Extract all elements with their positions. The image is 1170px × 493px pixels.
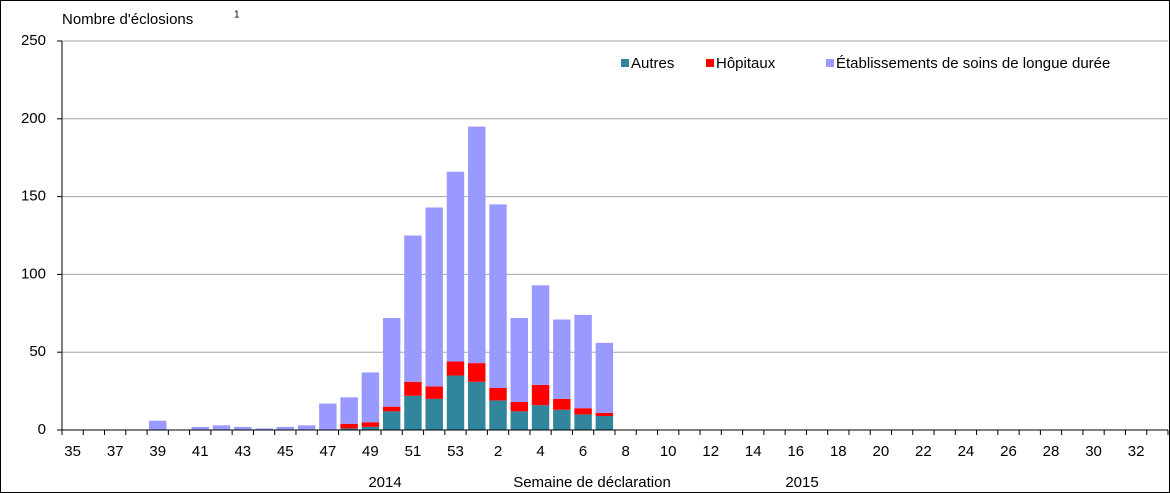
legend-swatch — [621, 59, 629, 67]
year-label: 2015 — [785, 474, 818, 491]
x-tick-label: 20 — [873, 443, 890, 460]
bar-segment — [531, 405, 550, 430]
legend-swatch — [826, 59, 834, 67]
y-tick-label: 100 — [21, 265, 46, 282]
x-tick-label: 26 — [1000, 443, 1017, 460]
legend-label: Hôpitaux — [716, 55, 776, 72]
x-tick-label: 53 — [447, 443, 464, 460]
bar-segment — [489, 204, 507, 388]
footnote-marker: 1 — [234, 10, 240, 21]
bar-segment — [489, 387, 507, 401]
bar-segment — [510, 317, 529, 402]
bar-segment — [382, 317, 401, 407]
bar-segment — [595, 342, 614, 413]
y-tick-label: 0 — [38, 421, 46, 438]
x-tick-label: 47 — [320, 443, 337, 460]
x-tick-label: 43 — [234, 443, 251, 460]
bar-segment — [446, 375, 465, 430]
x-tick-label: 39 — [149, 443, 166, 460]
x-tick-label: 51 — [405, 443, 422, 460]
bar-segment — [425, 398, 443, 430]
bar-segment — [276, 426, 295, 430]
x-tick-label: 10 — [660, 443, 677, 460]
bar-segment — [425, 386, 443, 399]
y-tick-label: 150 — [21, 188, 46, 205]
x-tick-label: 41 — [192, 443, 209, 460]
bar-segment — [340, 423, 358, 429]
bar-segment — [553, 398, 571, 410]
bar-segment — [148, 420, 167, 430]
bar-segment — [531, 384, 550, 406]
bar-segment — [404, 235, 422, 382]
bar-segment — [361, 426, 380, 430]
bar-segment — [510, 411, 529, 430]
bar-segment — [468, 363, 486, 382]
bar-segment — [574, 414, 592, 430]
x-tick-label: 4 — [536, 443, 544, 460]
y-axis-title: Nombre d'éclosions — [62, 11, 193, 28]
bar-segment — [553, 409, 571, 430]
x-tick-label: 2 — [494, 443, 502, 460]
x-tick-label: 8 — [621, 443, 629, 460]
bar-segment — [595, 415, 614, 430]
bar-segment — [574, 408, 592, 415]
bar-segment — [340, 428, 358, 430]
x-tick-label: 16 — [787, 443, 804, 460]
bar-segment — [234, 426, 252, 430]
bar-segment — [489, 400, 507, 430]
legend-label: Autres — [631, 55, 674, 72]
x-tick-label: 35 — [64, 443, 81, 460]
bar-segment — [404, 381, 422, 396]
bar-segment — [446, 171, 465, 362]
x-tick-label: 30 — [1085, 443, 1102, 460]
bar-segment — [212, 425, 231, 430]
legend-label: Établissements de soins de longue durée — [836, 55, 1110, 72]
y-tick-label: 250 — [21, 32, 46, 49]
x-tick-label: 22 — [915, 443, 932, 460]
x-tick-label: 6 — [579, 443, 587, 460]
x-tick-label: 28 — [1043, 443, 1060, 460]
bar-segment — [425, 207, 443, 387]
bar-segment — [361, 372, 380, 423]
bar-segment — [340, 397, 358, 424]
bar-segment — [595, 412, 614, 416]
bar-segment — [191, 426, 209, 430]
x-tick-label: 18 — [830, 443, 847, 460]
x-axis-title: Semaine de déclaration — [513, 474, 671, 491]
bar-segment — [574, 314, 592, 409]
legend-swatch — [706, 59, 714, 67]
x-tick-label: 12 — [702, 443, 719, 460]
x-tick-label: 32 — [1128, 443, 1145, 460]
bar-segment — [510, 401, 529, 412]
y-tick-label: 50 — [29, 343, 46, 360]
x-tick-label: 45 — [277, 443, 294, 460]
bar-segment — [361, 422, 380, 427]
bar-segment — [553, 319, 571, 399]
bar-segment — [319, 403, 337, 430]
bar-segment — [468, 381, 486, 430]
bar-segment — [297, 425, 316, 430]
x-tick-label: 14 — [745, 443, 762, 460]
bar-segment — [382, 411, 401, 430]
bar-segment — [531, 285, 550, 385]
bar-segment — [404, 395, 422, 430]
y-tick-label: 200 — [21, 110, 46, 127]
bar-segment — [446, 361, 465, 376]
bar-segment — [255, 428, 273, 430]
x-tick-label: 49 — [362, 443, 379, 460]
x-tick-label: 37 — [107, 443, 124, 460]
x-tick-label: 24 — [958, 443, 975, 460]
bar-segment — [382, 406, 401, 412]
bar-segment — [468, 126, 486, 364]
year-label: 2014 — [368, 474, 401, 491]
